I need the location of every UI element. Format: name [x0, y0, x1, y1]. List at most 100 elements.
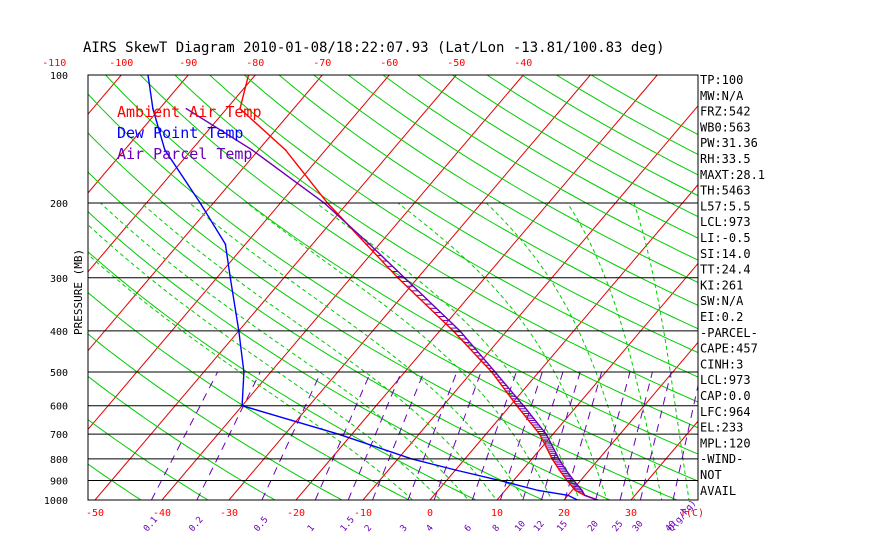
pressure-tick-label: 400	[50, 327, 68, 338]
profile-point	[558, 469, 561, 471]
top-temperature-tick: -90	[179, 58, 197, 69]
profile-point	[164, 149, 166, 151]
mixing-ratio-label: 12	[532, 519, 547, 534]
stat-line: LFC:964	[700, 405, 751, 419]
dry-adiabat-line	[88, 211, 545, 500]
profile-point	[284, 149, 287, 151]
mixing-ratio-line	[347, 371, 402, 500]
stat-line: CINH:3	[700, 357, 743, 371]
stat-line: -PARCEL-	[700, 326, 758, 340]
dew-point-temp-line	[147, 75, 578, 500]
pressure-tick-label: 100	[50, 71, 68, 82]
stat-line: LCL:973	[700, 215, 751, 229]
mixing-ratio-label: 4	[425, 523, 436, 534]
mixing-ratio-line	[372, 371, 425, 500]
moist-adiabat-line	[100, 202, 470, 500]
mixing-ratio-label: 2	[363, 523, 374, 534]
mixing-ratio-label: 10	[513, 519, 528, 534]
dry-adiabat-line	[243, 75, 698, 354]
moist-adiabat-line	[397, 202, 608, 500]
stat-line: CAP:0.0	[700, 389, 751, 403]
isotherm-line	[228, 75, 591, 500]
stat-line: PW:31.36	[700, 136, 758, 150]
mixing-ratio-label: 1	[306, 523, 317, 534]
profile-point	[537, 489, 540, 492]
dry-adiabat-line	[88, 132, 679, 500]
dry-adiabat-line	[105, 75, 698, 455]
stat-line: TH:5463	[700, 184, 751, 198]
stat-line: SW:N/A	[700, 294, 744, 308]
profile-point	[368, 243, 371, 245]
pressure-tick-label: 1000	[44, 496, 68, 507]
top-temperature-tick: -70	[313, 58, 331, 69]
profile-point	[185, 107, 188, 110]
mixing-ratio-line	[196, 371, 261, 500]
top-temperature-tick: -50	[447, 58, 465, 69]
mixing-ratio-line	[672, 383, 698, 500]
pressure-tick-label: 800	[50, 455, 68, 466]
legend-air-parcel-temp: Air Parcel Temp	[117, 145, 252, 163]
isotherm-line	[765, 75, 870, 500]
pressure-tick-label: 200	[50, 199, 68, 210]
isotherm-line	[0, 75, 54, 500]
dry-adiabat-line	[88, 291, 411, 500]
pressure-tick-label: 700	[50, 430, 68, 441]
profile-point	[581, 489, 583, 492]
mixing-ratio-line	[314, 371, 372, 500]
isotherm-line	[362, 105, 698, 500]
dry-adiabat-line	[139, 75, 698, 429]
bottom-temperature-tick: -10	[354, 508, 372, 519]
legend-ambient-air-temp: Ambient Air Temp	[117, 103, 262, 121]
mixing-ratio-label: 0.5	[253, 515, 271, 534]
stat-line: AVAIL	[700, 484, 736, 498]
mixing-ratio-line	[639, 371, 672, 500]
stat-line: KI:261	[700, 278, 743, 292]
top-temperature-tick: -40	[514, 58, 532, 69]
stat-line: L57:5.5	[700, 199, 751, 213]
bottom-temperature-tick: -30	[220, 508, 238, 519]
dry-adiabat-line	[313, 75, 698, 306]
stat-line: -WIND-	[700, 452, 743, 466]
mixing-ratio-label: 25	[611, 519, 626, 534]
bottom-temperature-tick: -20	[287, 508, 305, 519]
dry-adiabat-line	[209, 75, 698, 378]
profile-point	[239, 107, 241, 110]
legend-dew-point-temp: Dew Point Temp	[117, 124, 243, 142]
moist-adiabat-line	[88, 253, 414, 500]
dry-adiabat-line	[88, 333, 343, 500]
top-temperature-tick: -100	[109, 58, 133, 69]
bottom-temperature-tick: 0	[427, 508, 433, 519]
moist-adiabat-line	[566, 202, 663, 500]
moist-adiabat-line	[246, 202, 553, 500]
mixing-ratio-label: 20	[586, 519, 601, 534]
mixing-ratio-label: 30	[631, 519, 646, 534]
profile-point	[565, 469, 567, 471]
dry-adiabat-line	[521, 75, 698, 176]
mixing-ratio-line	[433, 371, 482, 500]
pressure-tick-label: 500	[50, 368, 68, 379]
dry-adiabat-line	[88, 171, 612, 500]
profile-point	[454, 469, 457, 471]
stat-line: CAPE:457	[700, 342, 758, 356]
pressure-tick-label: 300	[50, 274, 68, 285]
stat-line: NOT	[700, 468, 722, 482]
isotherm-line	[429, 183, 698, 500]
top-temperature-tick: -110	[42, 58, 66, 69]
mixing-ratio-line	[619, 371, 653, 500]
mixing-ratio-line	[407, 371, 458, 500]
profile-point	[583, 494, 586, 497]
pressure-tick-label: 600	[50, 402, 68, 413]
moist-adiabat-line	[189, 202, 525, 500]
temperature-unit-label: T(C)	[680, 508, 704, 519]
plot-frame	[87, 74, 699, 501]
bottom-temperature-tick: 10	[491, 508, 503, 519]
bottom-temperature-tick: 20	[558, 508, 570, 519]
stat-line: RH:33.5	[700, 152, 751, 166]
mixing-ratio-line	[499, 371, 543, 500]
profile-point	[365, 243, 367, 245]
bottom-temperature-tick: -50	[86, 508, 104, 519]
dry-adiabat-line	[88, 419, 209, 500]
dry-adiabat-line	[88, 463, 142, 500]
